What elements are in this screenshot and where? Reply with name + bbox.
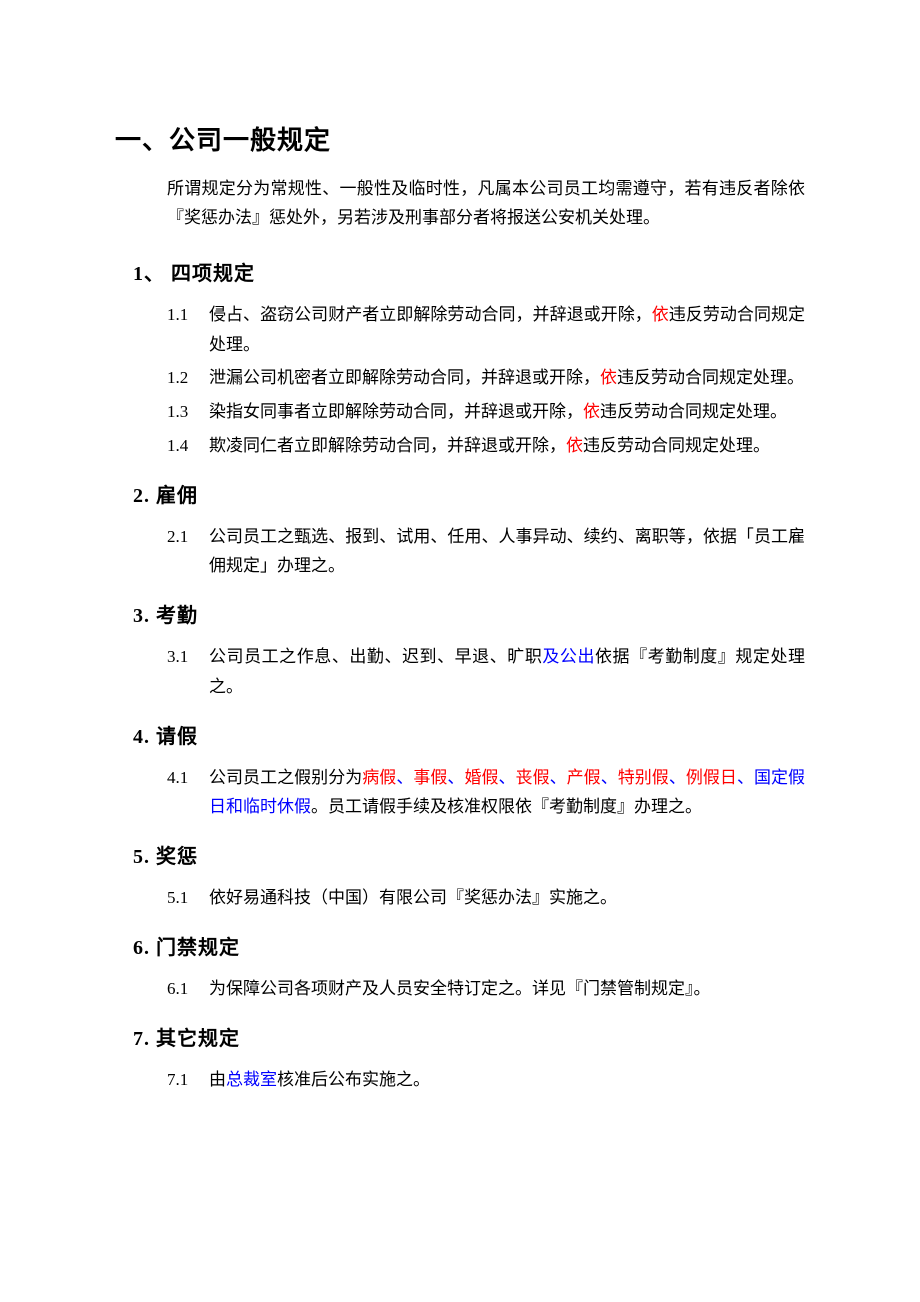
item-text: 公司员工之甄选、报到、试用、任用、人事异动、续约、离职等，依据「员工雇佣规定」办… [209,522,805,582]
item-text: 公司员工之假别分为病假、事假、婚假、丧假、产假、特别假、例假日、国定假日和临时休… [209,763,805,823]
item-number: 1.2 [167,363,209,393]
item-text: 欺凌同仁者立即解除劳动合同，并辞退或开除，依违反劳动合同规定处理。 [209,431,805,461]
text-run: 公司员工之甄选、报到、试用、任用、人事异动、续约、离职等，依据「员工雇佣规定」办… [209,527,805,576]
list-item: 1.4欺凌同仁者立即解除劳动合同，并辞退或开除，依违反劳动合同规定处理。 [167,431,805,461]
text-run: 、 [396,768,413,787]
item-text: 侵占、盗窃公司财产者立即解除劳动合同，并辞退或开除，依违反劳动合同规定处理。 [209,300,805,360]
section-heading: 6. 门禁规定 [133,931,805,960]
text-run: 。员工请假手续及核准权限依『考勤制度』办理之。 [311,797,702,816]
item-text: 为保障公司各项财产及人员安全特订定之。详见『门禁管制规定』。 [209,974,805,1004]
text-run: 违反劳动合同规定处理。 [617,368,804,387]
list-item: 2.1公司员工之甄选、报到、试用、任用、人事异动、续约、离职等，依据「员工雇佣规… [167,522,805,582]
text-run: 为保障公司各项财产及人员安全特订定之。详见『门禁管制规定』。 [209,979,711,998]
text-run: 例假日 [686,768,737,787]
text-run: 依好易通科技（中国）有限公司『奖惩办法』实施之。 [209,888,617,907]
item-number: 1.4 [167,431,209,461]
text-run: 丧假 [516,768,550,787]
item-number: 3.1 [167,642,209,672]
section-heading: 2. 雇佣 [133,479,805,508]
item-number: 7.1 [167,1065,209,1095]
text-run: 病假 [362,768,396,787]
list-item: 6.1为保障公司各项财产及人员安全特订定之。详见『门禁管制规定』。 [167,974,805,1004]
list-item: 4.1公司员工之假别分为病假、事假、婚假、丧假、产假、特别假、例假日、国定假日和… [167,763,805,823]
item-text: 泄漏公司机密者立即解除劳动合同，并辞退或开除，依违反劳动合同规定处理。 [209,363,805,393]
section-heading: 7. 其它规定 [133,1022,805,1051]
item-number: 1.3 [167,397,209,427]
section-heading: 4. 请假 [133,720,805,749]
item-number: 1.1 [167,300,209,330]
text-run: 依 [600,368,617,387]
list-item: 7.1由总裁室核准后公布实施之。 [167,1065,805,1095]
text-run: 、 [447,768,464,787]
item-number: 2.1 [167,522,209,552]
item-text: 公司员工之作息、出勤、迟到、早退、旷职及公出依据『考勤制度』规定处理之。 [209,642,805,702]
text-run: 、 [737,768,754,787]
list-item: 3.1公司员工之作息、出勤、迟到、早退、旷职及公出依据『考勤制度』规定处理之。 [167,642,805,702]
text-run: 依 [566,436,583,455]
section-heading: 1、 四项规定 [133,257,805,286]
section-heading: 3. 考勤 [133,599,805,628]
item-number: 4.1 [167,763,209,793]
text-run: 染指女同事者立即解除劳动合同，并辞退或开除， [209,402,583,421]
text-run: 、 [601,768,618,787]
list-item: 5.1依好易通科技（中国）有限公司『奖惩办法』实施之。 [167,883,805,913]
item-text: 依好易通科技（中国）有限公司『奖惩办法』实施之。 [209,883,805,913]
text-run: 违反劳动合同规定处理。 [583,436,770,455]
text-run: 及公出 [542,647,595,666]
text-run: 婚假 [464,768,498,787]
item-text: 染指女同事者立即解除劳动合同，并辞退或开除，依违反劳动合同规定处理。 [209,397,805,427]
text-run: 特别假 [618,768,669,787]
text-run: 公司员工之作息、出勤、迟到、早退、旷职 [209,647,542,666]
text-run: 事假 [413,768,447,787]
item-text: 由总裁室核准后公布实施之。 [209,1065,805,1095]
text-run: 依 [583,402,600,421]
item-number: 5.1 [167,883,209,913]
text-run: 、 [550,768,567,787]
text-run: 由 [209,1070,226,1089]
list-item: 1.1侵占、盗窃公司财产者立即解除劳动合同，并辞退或开除，依违反劳动合同规定处理… [167,300,805,360]
page-title: 一、公司一般规定 [115,120,805,157]
item-number: 6.1 [167,974,209,1004]
section-heading: 5. 奖惩 [133,840,805,869]
text-run: 侵占、盗窃公司财产者立即解除劳动合同，并辞退或开除， [209,305,652,324]
text-run: 、 [499,768,516,787]
intro-paragraph: 所谓规定分为常规性、一般性及临时性，凡属本公司员工均需遵守，若有违反者除依『奖惩… [167,175,805,233]
list-item: 1.3染指女同事者立即解除劳动合同，并辞退或开除，依违反劳动合同规定处理。 [167,397,805,427]
text-run: 欺凌同仁者立即解除劳动合同，并辞退或开除， [209,436,566,455]
text-run: 、 [669,768,686,787]
text-run: 依 [652,305,669,324]
text-run: 产假 [567,768,601,787]
text-run: 违反劳动合同规定处理。 [600,402,787,421]
sections-container: 1、 四项规定1.1侵占、盗窃公司财产者立即解除劳动合同，并辞退或开除，依违反劳… [115,257,805,1095]
list-item: 1.2泄漏公司机密者立即解除劳动合同，并辞退或开除，依违反劳动合同规定处理。 [167,363,805,393]
text-run: 泄漏公司机密者立即解除劳动合同，并辞退或开除， [209,368,600,387]
text-run: 总裁室 [226,1070,277,1089]
text-run: 公司员工之假别分为 [209,768,362,787]
text-run: 核准后公布实施之。 [277,1070,430,1089]
